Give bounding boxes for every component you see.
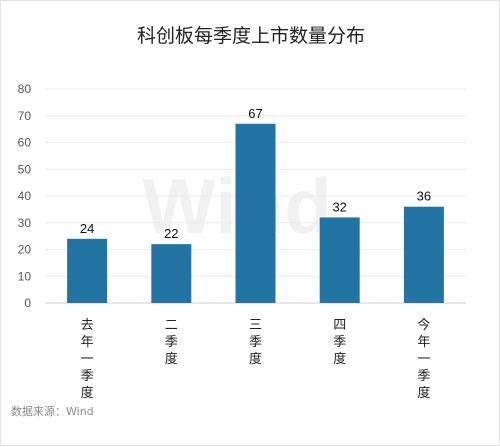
- bar-value-label: 67: [248, 106, 262, 121]
- y-tick-label: 20: [18, 243, 32, 257]
- bar-value-label: 22: [164, 226, 178, 241]
- bar-value-label: 36: [417, 189, 431, 204]
- y-tick-label: 30: [18, 216, 32, 230]
- y-tick-label: 0: [24, 296, 31, 310]
- y-tick-label: 60: [18, 136, 32, 150]
- bar: [151, 244, 192, 303]
- x-category-label: 三季度: [249, 318, 262, 367]
- y-tick-label: 10: [18, 269, 32, 283]
- bar-value-label: 24: [80, 221, 94, 236]
- y-tick-label: 50: [18, 162, 32, 176]
- bar: [319, 217, 360, 303]
- bar-value-label: 32: [332, 199, 346, 214]
- y-tick-label: 80: [18, 82, 32, 96]
- y-tick-label: 70: [18, 109, 32, 123]
- bar: [67, 238, 108, 303]
- x-category-label: 四季度: [333, 318, 346, 367]
- bar: [403, 206, 444, 303]
- source-note: 数据来源：Wind: [11, 404, 94, 418]
- chart-title: 科创板每季度上市数量分布: [137, 25, 365, 47]
- x-category-label: 去年一季度: [81, 318, 94, 401]
- y-tick-label: 40: [18, 189, 32, 203]
- bar: [235, 123, 276, 304]
- x-category-label: 今年一季度: [417, 317, 430, 401]
- x-category-label: 二季度: [165, 318, 178, 367]
